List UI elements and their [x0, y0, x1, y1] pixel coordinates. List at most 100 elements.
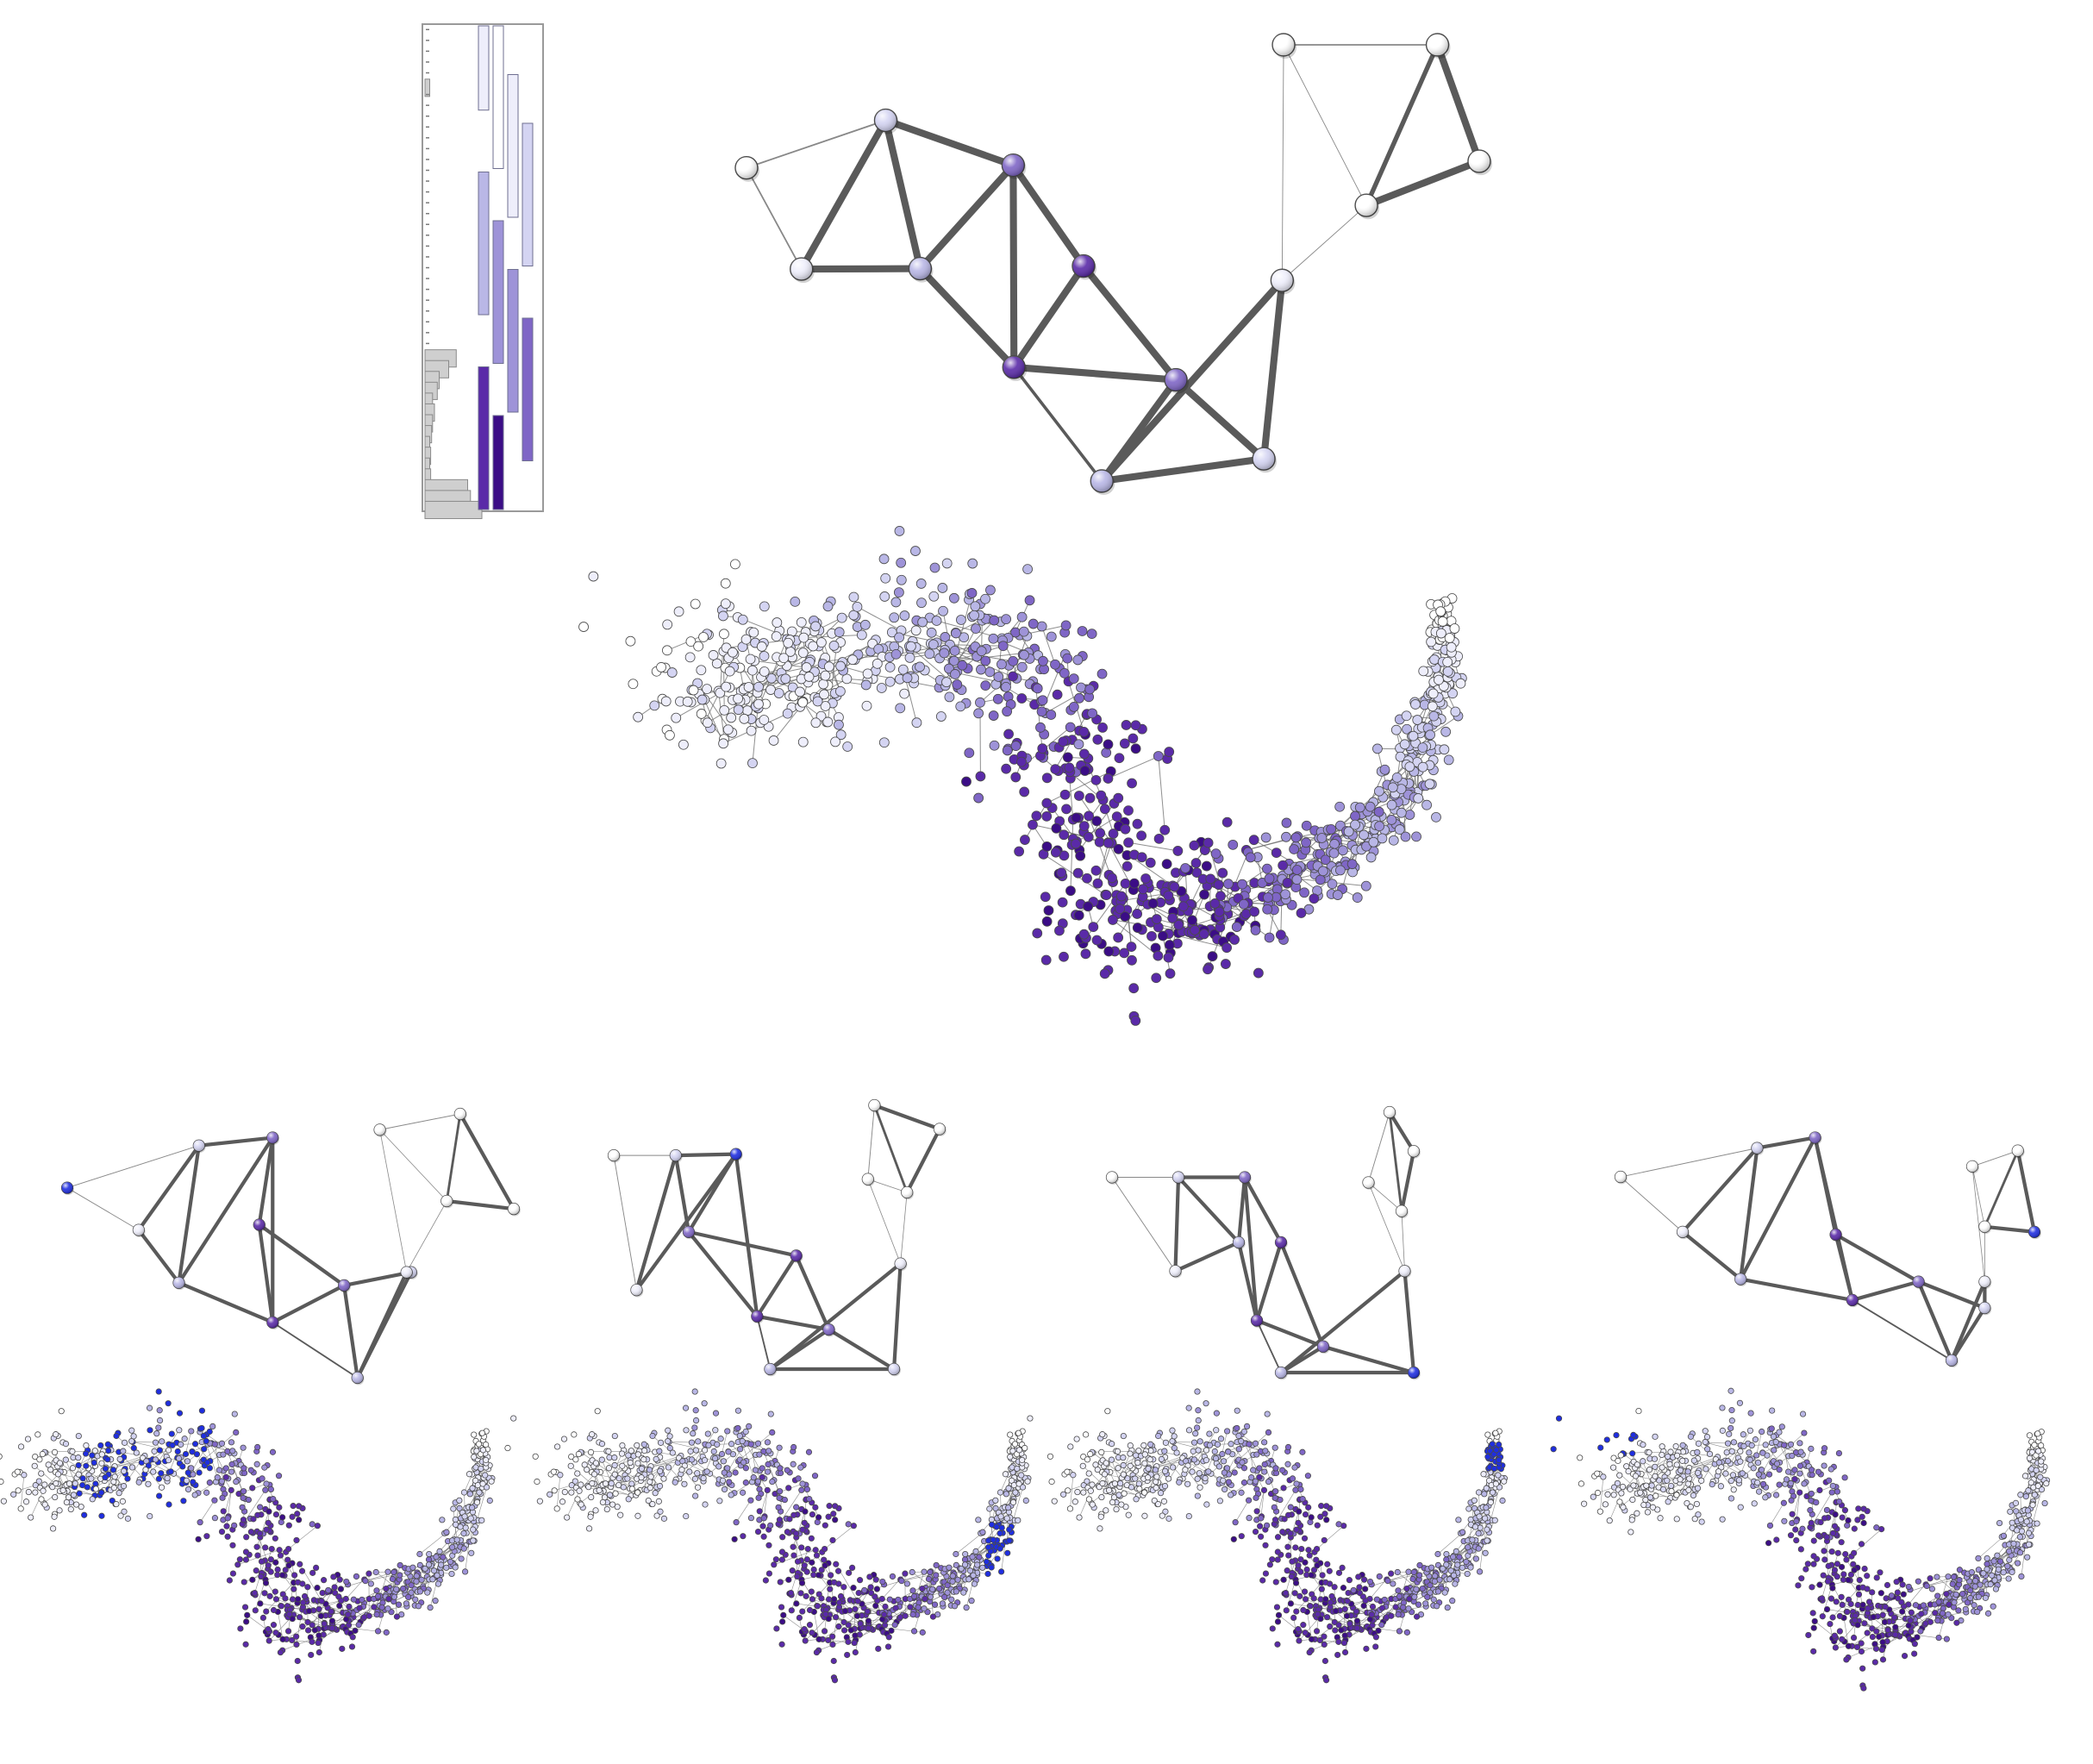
cloud-node: [861, 700, 872, 711]
cloud-node: [777, 1465, 784, 1472]
cloud-node: [747, 1515, 755, 1522]
cloud-node: [718, 1450, 726, 1458]
cloud-node: [1321, 1633, 1328, 1640]
cloud-node: [294, 1511, 301, 1517]
cloud-node: [564, 1514, 571, 1521]
small-graph-edge: [673, 1154, 691, 1234]
cloud-node: [470, 1526, 477, 1533]
cloud-node: [296, 1517, 303, 1523]
cloud-node: [809, 1596, 816, 1603]
cloud-node: [1475, 1529, 1482, 1537]
cloud-node: [712, 1427, 719, 1434]
small-graph-edge: [379, 1113, 461, 1130]
small-graph-edge: [406, 1200, 447, 1273]
cloud-node: [1104, 1408, 1111, 1415]
cloud-node: [660, 696, 672, 707]
small-graph-node-shine: [1106, 1171, 1118, 1184]
cloud-node: [356, 1604, 363, 1611]
cloud-edge: [750, 1444, 756, 1471]
cloud-node: [309, 1521, 316, 1528]
cloud-node: [831, 1596, 838, 1603]
cloud-node: [820, 701, 831, 711]
small-graph-node-shine: [1829, 1229, 1842, 1241]
cloud-node: [673, 606, 684, 617]
cloud-node: [1010, 741, 1022, 751]
cloud-node: [1130, 743, 1141, 754]
cloud-node: [1140, 1442, 1147, 1449]
cloud-node: [662, 645, 672, 656]
cloud-node: [254, 1443, 261, 1451]
cloud-node: [1035, 722, 1046, 733]
graph-node-shine: [1090, 470, 1114, 492]
cloud-edge: [722, 651, 725, 710]
cloud-node: [813, 1552, 821, 1559]
cloud-node: [424, 1589, 431, 1596]
cloud-node: [245, 1496, 252, 1504]
cloud-node: [270, 1496, 277, 1503]
cloud-node: [572, 1478, 578, 1485]
cloud-node: [231, 1411, 238, 1417]
cloud-node: [113, 1432, 120, 1440]
cloud-node: [806, 1606, 814, 1614]
cloud-node: [997, 1529, 1003, 1537]
cloud-edge: [1084, 799, 1104, 827]
cloud-node: [915, 1604, 922, 1611]
cloud-edge: [594, 1473, 614, 1479]
cloud-node: [198, 1424, 205, 1432]
cloud-node: [228, 1439, 235, 1446]
cloud-node: [263, 1608, 270, 1615]
cloud-node: [1127, 954, 1137, 966]
cloud-edge: [113, 1457, 143, 1469]
filter-histogram: [422, 23, 544, 520]
cloud-node: [362, 1577, 369, 1585]
cloud-node: [120, 1483, 128, 1490]
cloud-node: [997, 1489, 1004, 1496]
cloud-node: [983, 1558, 990, 1566]
cloud-node: [842, 741, 853, 752]
small-graph-edge: [1278, 1269, 1407, 1375]
cloud-node: [1363, 1645, 1370, 1652]
cloud-node: [142, 1467, 149, 1473]
cloud-node: [314, 1523, 321, 1529]
cloud-node: [860, 679, 872, 691]
cloud-node: [1130, 720, 1141, 731]
cloud-node: [316, 1605, 322, 1612]
cloud-node: [594, 1408, 601, 1415]
cloud-node: [251, 1589, 259, 1597]
cloud-node: [1434, 674, 1444, 685]
cloud-node: [625, 1496, 632, 1503]
cloud-node: [627, 1459, 634, 1467]
cloud-node: [975, 697, 985, 708]
cloud-node: [1126, 941, 1137, 953]
cloud-node: [452, 1564, 459, 1571]
cloud-node: [320, 1577, 328, 1584]
small-graph-edge: [872, 1103, 942, 1131]
cloud-node: [1388, 835, 1399, 846]
cloud-node: [946, 1564, 953, 1571]
cloud-node: [798, 1579, 806, 1586]
cloud-node: [710, 1448, 717, 1455]
cloud-node: [253, 1567, 259, 1574]
cloud-node: [975, 771, 986, 782]
mapper-graph-small: [607, 1098, 947, 1377]
cloud-node: [1327, 1623, 1334, 1630]
cloud-node: [331, 1584, 338, 1591]
cloud-node: [349, 1634, 356, 1641]
cloud-node: [777, 1488, 784, 1495]
cloud-node: [128, 1427, 135, 1434]
cloud-node: [988, 1564, 995, 1571]
cloud-node: [433, 1554, 440, 1561]
cloud-node: [31, 1462, 38, 1469]
cloud-node: [1340, 1585, 1347, 1592]
small-graph-edge: [1278, 1240, 1326, 1348]
cloud-node: [1161, 859, 1172, 870]
cloud-node: [778, 653, 790, 664]
cloud-node: [696, 665, 707, 676]
cloud-node: [22, 1498, 30, 1505]
cloud-node: [801, 1519, 808, 1526]
cloud-node: [1452, 1580, 1459, 1587]
cloud-node: [253, 1543, 260, 1550]
cloud-edge: [182, 1430, 192, 1467]
cloud-node: [1328, 1592, 1335, 1600]
cloud-node: [460, 1489, 468, 1496]
